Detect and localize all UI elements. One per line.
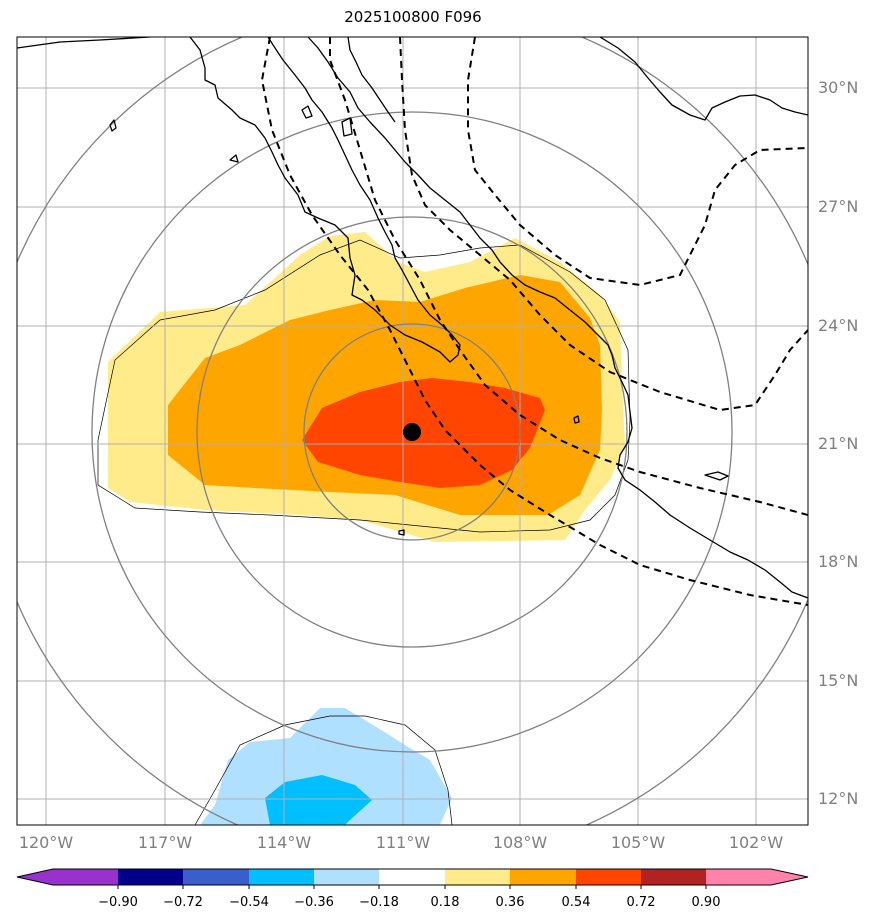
colorbar-outline [16,868,809,886]
fill-neg-0.54-0.36 [265,775,372,825]
colorbar-seg-2 [183,869,249,885]
positive-anomaly-fill [108,232,625,542]
colorbar-min-extend [17,869,53,885]
track-lines [260,37,808,606]
northeast-coast [599,37,808,121]
range-rings [17,37,808,825]
lon-label-120w: 120°W [18,833,74,852]
colorbar-tick-4: −0.18 [359,895,399,910]
lat-label-24n: 24°N [818,316,859,335]
map-frame [16,36,809,826]
colorbar-tick-6: 0.36 [495,895,525,910]
mainland-mexico-coast [307,37,808,599]
map-title: 2025100800 F096 [344,8,482,26]
storm-center-marker [403,423,421,441]
baja-peninsula-coast [189,37,461,363]
lat-label-30n: 30°N [818,78,859,97]
colorbar-seg-8 [576,869,641,885]
colorbar-seg-7 [510,869,576,885]
lon-label-117w: 117°W [137,833,193,852]
lat-label-18n: 18°N [818,552,859,571]
colorbar-seg-10 [706,869,771,885]
island-4 [341,117,353,137]
lat-label-15n: 15°N [818,671,859,690]
lat-label-21n: 21°N [818,434,859,453]
negative-anomaly-fill [200,708,452,825]
colorbar-tick-1: −0.72 [163,895,203,910]
northern-gulf-coast [347,37,396,123]
colorbar [16,868,809,889]
lon-label-114w: 114°W [256,833,312,852]
colorbar-max-extend [771,869,808,885]
colorbar-tick-7: 0.54 [561,895,591,910]
lat-label-12n: 12°N [818,789,859,808]
colorbar-seg-9 [641,869,706,885]
colorbar-seg-0 [53,869,118,885]
lon-label-111w: 111°W [375,833,431,852]
fill-neg-0.36-0.18 [200,708,452,825]
island-3 [301,105,313,119]
island-2 [229,154,239,163]
lon-label-102w: 102°W [728,833,784,852]
island-7 [398,529,405,536]
colorbar-seg-4 [314,869,379,885]
lon-label-105w: 105°W [610,833,666,852]
colorbar-tick-3: −0.36 [294,895,334,910]
colorbar-seg-6 [445,869,510,885]
colorbar-tick-5: 0.18 [430,895,460,910]
anomaly-contour-lines [97,239,631,825]
lat-label-27n: 27°N [818,197,859,216]
colorbar-seg-1 [118,869,183,885]
colorbar-seg-5 [379,869,445,885]
island-1 [109,119,117,132]
fill-0.54-0.72 [302,378,545,488]
colorbar-tick-9: 0.90 [691,895,721,910]
colorbar-seg-3 [249,869,314,885]
colorbar-tick-0: −0.90 [98,895,138,910]
colorbar-tick-8: 0.72 [626,895,656,910]
island-6 [573,415,580,424]
map-area [17,37,808,825]
colorbar-tick-2: −0.54 [229,895,269,910]
island-5 [704,471,729,481]
lon-label-108w: 108°W [492,833,548,852]
top-border [17,37,151,49]
coastlines [17,37,808,599]
